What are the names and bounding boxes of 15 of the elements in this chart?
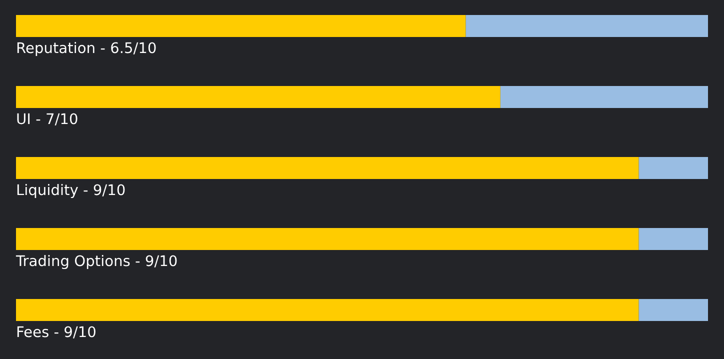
y-tick-label: Trading Options - 9/10 xyxy=(16,254,177,270)
bar xyxy=(638,157,708,179)
bar xyxy=(16,228,639,250)
bar xyxy=(638,228,708,250)
y-tick-label: Reputation - 6.5/10 xyxy=(17,42,156,56)
bar xyxy=(16,15,466,37)
bar xyxy=(16,86,500,108)
y-tick-label: UI - 7/10 xyxy=(17,113,78,126)
bar xyxy=(638,299,708,321)
bar xyxy=(16,157,639,179)
y-tick-label: Liquidity - 9/10 xyxy=(17,184,125,198)
bar xyxy=(500,86,708,108)
bar xyxy=(466,15,708,37)
y-tick-label: Fees - 9/10 xyxy=(17,326,96,338)
bar xyxy=(16,299,639,321)
